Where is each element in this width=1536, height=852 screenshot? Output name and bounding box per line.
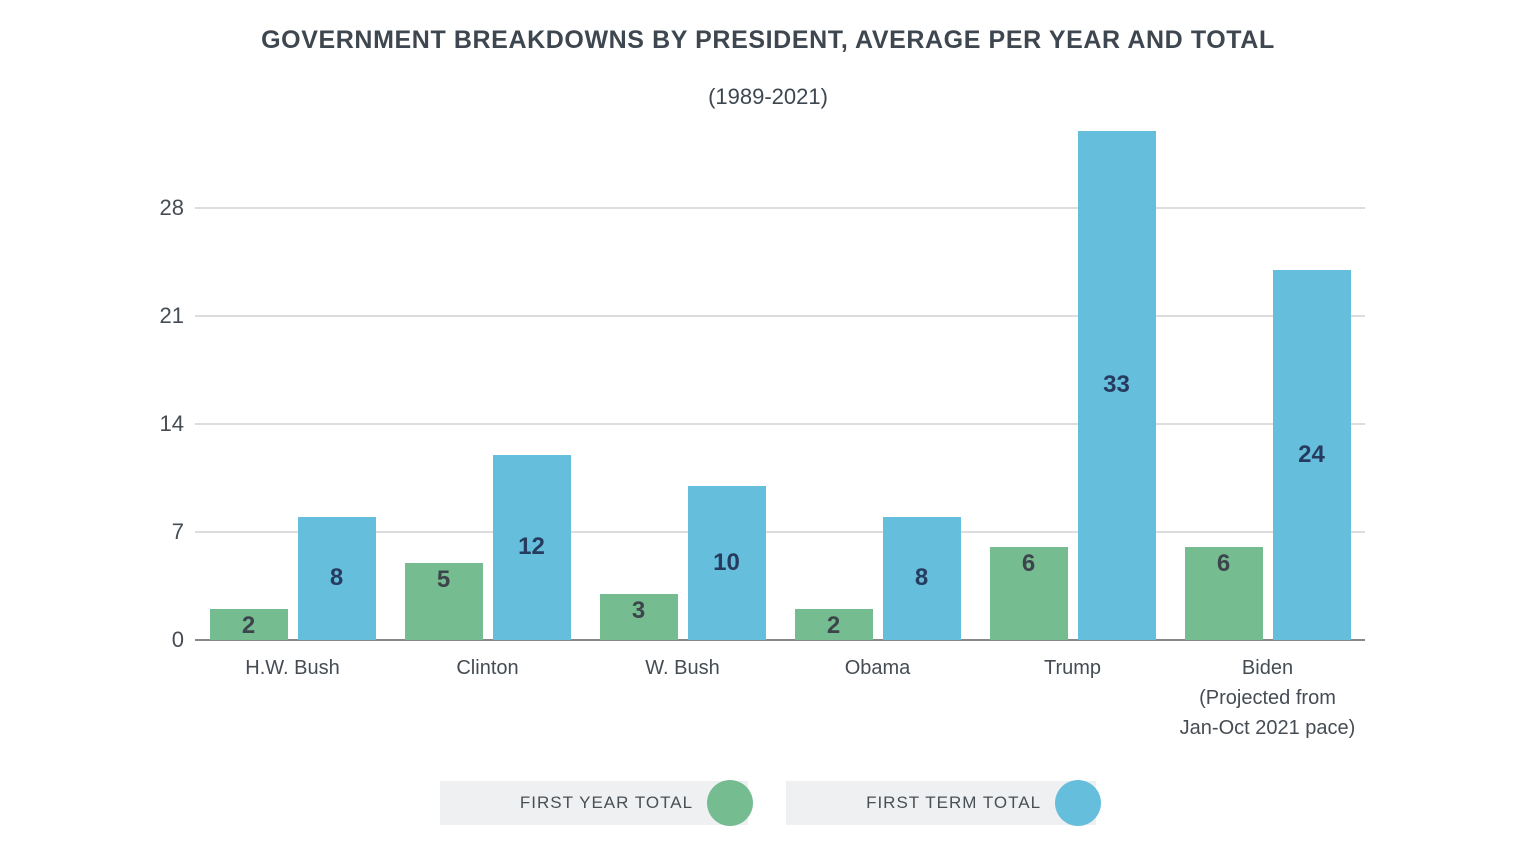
bar-first-term: 33 — [1077, 130, 1156, 640]
bar-first-year: 5 — [404, 562, 483, 640]
bar-value-label: 12 — [518, 533, 545, 561]
y-tick-label: 28 — [159, 195, 184, 220]
x-axis-labels: H.W. Bush Clinton W. Bush Obama Trump Biden (P… — [195, 653, 1365, 753]
first-year-swatch-icon — [707, 780, 754, 826]
bar-first-term: 8 — [882, 516, 961, 640]
bar-value-label: 3 — [631, 596, 646, 624]
bar-first-year: 2 — [209, 609, 288, 640]
bar-value-label: 6 — [1216, 550, 1231, 578]
bar-first-term: 24 — [1272, 269, 1351, 640]
bar-first-term: 8 — [297, 516, 376, 640]
bar-first-year: 6 — [1184, 547, 1263, 640]
bar-value-label: 6 — [1021, 550, 1036, 578]
chart-subtitle: (1989-2021) — [708, 84, 828, 109]
legend-item-first-year: FIRST YEAR TOTAL — [439, 780, 754, 826]
legend-item-first-term: FIRST TERM TOTAL — [786, 780, 1102, 826]
plot-area: 2 8 5 12 3 10 2 8 6 33 6 24 — [195, 120, 1365, 641]
gridline — [195, 315, 1365, 317]
gridline — [195, 423, 1365, 425]
bar-value-label: 8 — [914, 564, 929, 592]
bar-value-label: 5 — [436, 565, 451, 593]
x-axis-line — [195, 639, 1365, 641]
category-label: W. Bush — [645, 657, 720, 679]
category-label: Trump — [1043, 657, 1102, 679]
gridline — [195, 207, 1365, 209]
bar-value-label: 2 — [826, 612, 841, 640]
bar-first-year: 6 — [989, 547, 1068, 640]
y-axis-labels: 0 7 14 21 28 — [100, 120, 184, 652]
category-label: Clinton — [456, 657, 519, 679]
bar-first-year: 3 — [599, 593, 678, 640]
gridline — [195, 531, 1365, 533]
bar-value-label: 24 — [1298, 440, 1325, 468]
bar-first-term: 10 — [687, 485, 766, 640]
y-tick-label: 14 — [159, 411, 184, 436]
bar-value-label: 10 — [713, 548, 740, 576]
y-tick-label: 7 — [171, 519, 184, 544]
bar-value-label: 2 — [241, 612, 256, 640]
chart-title: GOVERNMENT BREAKDOWNS BY PRESIDENT, AVER… — [261, 26, 1275, 54]
bar-value-label: 33 — [1103, 371, 1130, 399]
y-tick-label: 21 — [159, 303, 184, 328]
bar-first-year: 2 — [794, 609, 873, 640]
category-label: Obama — [844, 657, 911, 679]
legend-label-first-year: FIRST YEAR TOTAL — [519, 793, 694, 812]
category-label: Biden (Projected from Jan-Oct 2021 pace) — [1179, 657, 1356, 739]
bar-first-term: 12 — [492, 454, 571, 640]
y-tick-label: 0 — [171, 627, 184, 652]
legend: FIRST YEAR TOTAL FIRST TERM TOTAL — [0, 780, 1536, 826]
legend-label-first-term: FIRST TERM TOTAL — [866, 793, 1042, 812]
bar-value-label: 8 — [329, 564, 344, 592]
first-term-swatch-icon — [1055, 780, 1102, 826]
category-label: H.W. Bush — [245, 657, 340, 679]
